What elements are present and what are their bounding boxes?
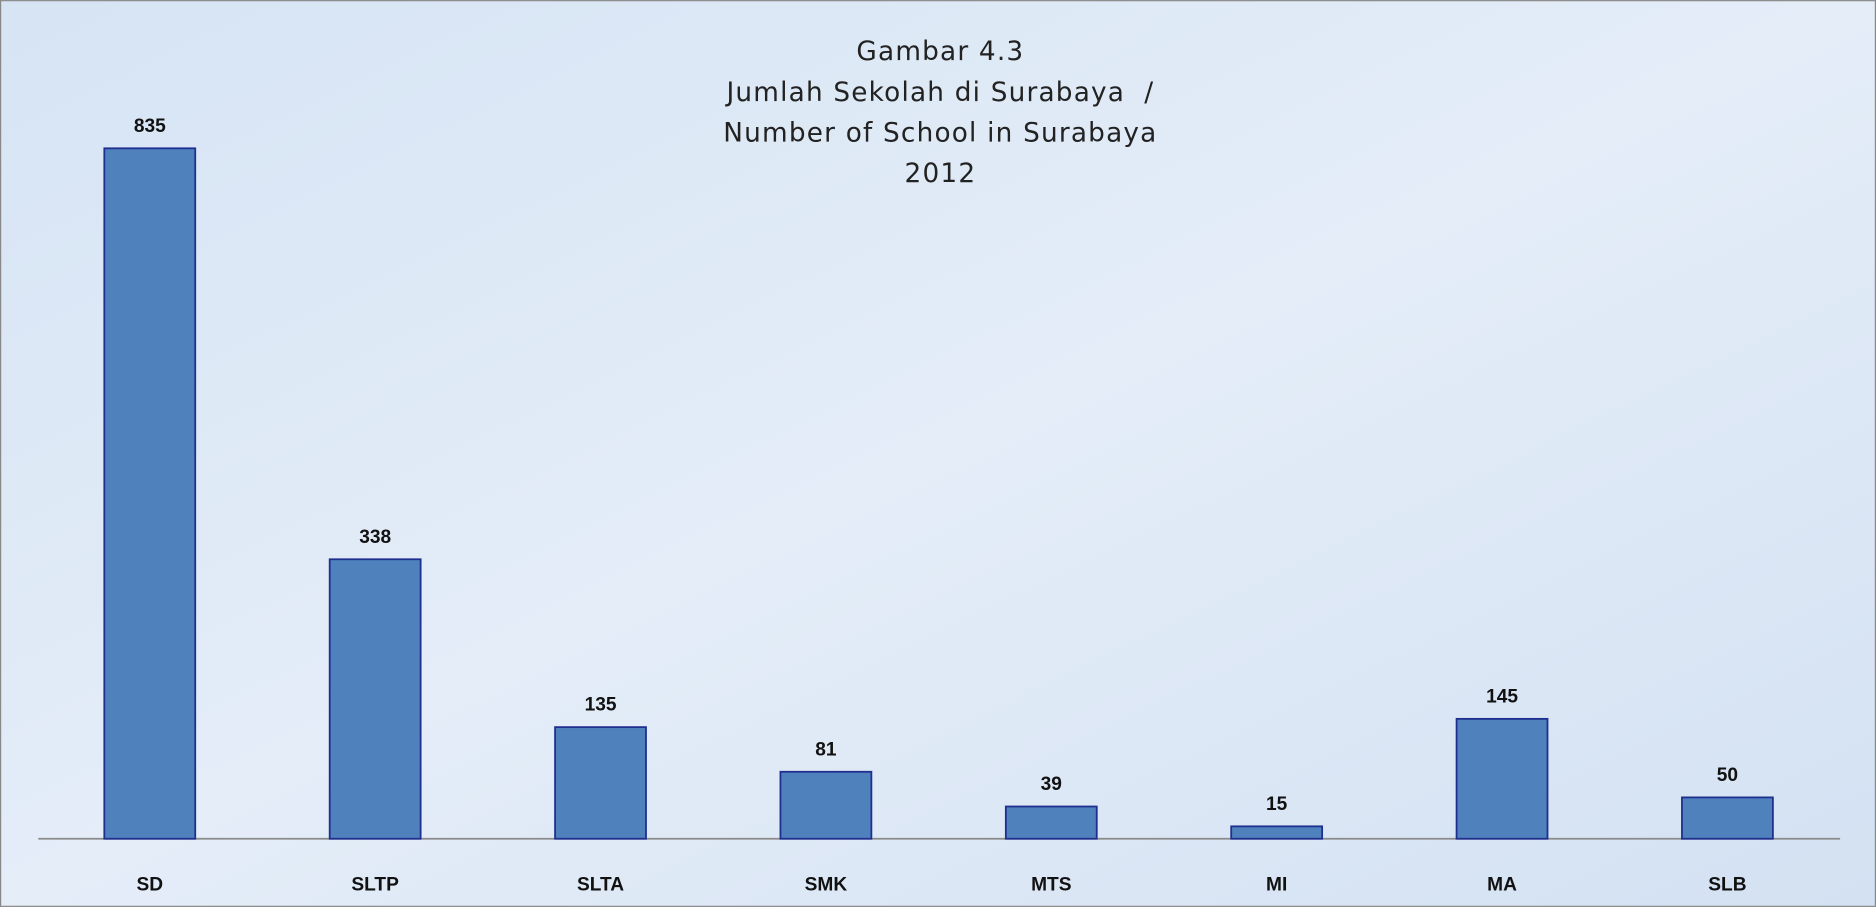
chart-title: 2012 — [905, 159, 977, 189]
bar — [328, 558, 422, 840]
chart-title: Gambar 4.3 — [856, 37, 1024, 67]
data-label: 50 — [1717, 765, 1738, 786]
bar — [1681, 796, 1774, 840]
x-tick-label: SMK — [805, 874, 848, 895]
data-label: 15 — [1266, 794, 1288, 815]
bar — [554, 726, 647, 840]
data-label: 81 — [815, 739, 837, 760]
x-tick-label: MI — [1266, 874, 1287, 895]
bar — [779, 770, 873, 840]
data-label: 338 — [359, 527, 391, 548]
x-tick-label: SLTA — [577, 874, 624, 895]
data-label: 145 — [1486, 686, 1518, 707]
bar — [103, 147, 197, 840]
x-tick-label: MA — [1487, 874, 1517, 895]
x-tick-label: SLB — [1708, 874, 1746, 895]
data-label: 135 — [585, 695, 617, 716]
chart-title: Jumlah Sekolah di Surabaya / — [724, 78, 1154, 108]
data-label: 39 — [1041, 774, 1062, 795]
bar — [1230, 825, 1324, 840]
x-tick-label: SD — [136, 874, 163, 895]
x-tick-label: MTS — [1031, 874, 1072, 895]
x-tick-label: SLTP — [351, 874, 399, 895]
bar — [1455, 717, 1549, 840]
data-label: 835 — [134, 116, 166, 137]
chart-title: Number of School in Surabaya — [723, 119, 1157, 149]
bar — [1004, 805, 1098, 840]
